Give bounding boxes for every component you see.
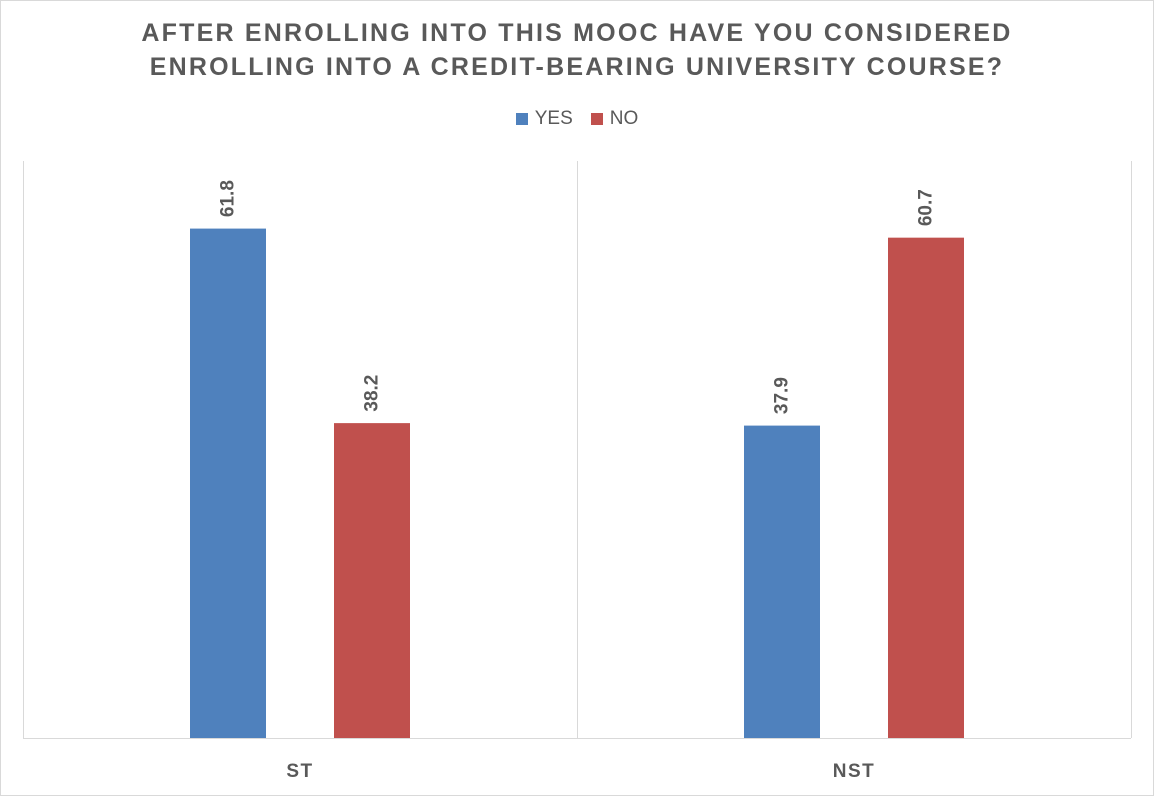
chart-title-line-1: AFTER ENROLLING INTO THIS MOOC HAVE YOU …: [141, 19, 1013, 47]
bar-no-nst: [888, 237, 964, 738]
chart-title: AFTER ENROLLING INTO THIS MOOC HAVE YOU …: [0, 16, 1154, 84]
bar-yes-st: [190, 228, 266, 738]
legend-label-no: NO: [609, 108, 639, 129]
category-label-nst: NST: [833, 761, 876, 782]
data-label-yes-nst: 37.9: [772, 377, 793, 414]
data-label-no-st: 38.2: [362, 375, 383, 412]
data-label-no-nst: 60.7: [916, 189, 937, 226]
chart-title-line-2: ENROLLING INTO A CREDIT-BEARING UNIVERSI…: [149, 53, 1005, 81]
bar-yes-nst: [744, 425, 820, 738]
bar-no-st: [334, 423, 410, 738]
chart-legend: YES NO: [0, 106, 1154, 132]
category-label-st: ST: [286, 761, 313, 782]
data-label-yes-st: 61.8: [218, 180, 239, 217]
legend-swatch-no: [590, 113, 603, 125]
legend-item-yes: YES: [515, 106, 573, 132]
legend-label-yes: YES: [534, 108, 573, 129]
legend-item-no: NO: [590, 106, 639, 132]
legend-swatch-yes: [515, 113, 528, 125]
